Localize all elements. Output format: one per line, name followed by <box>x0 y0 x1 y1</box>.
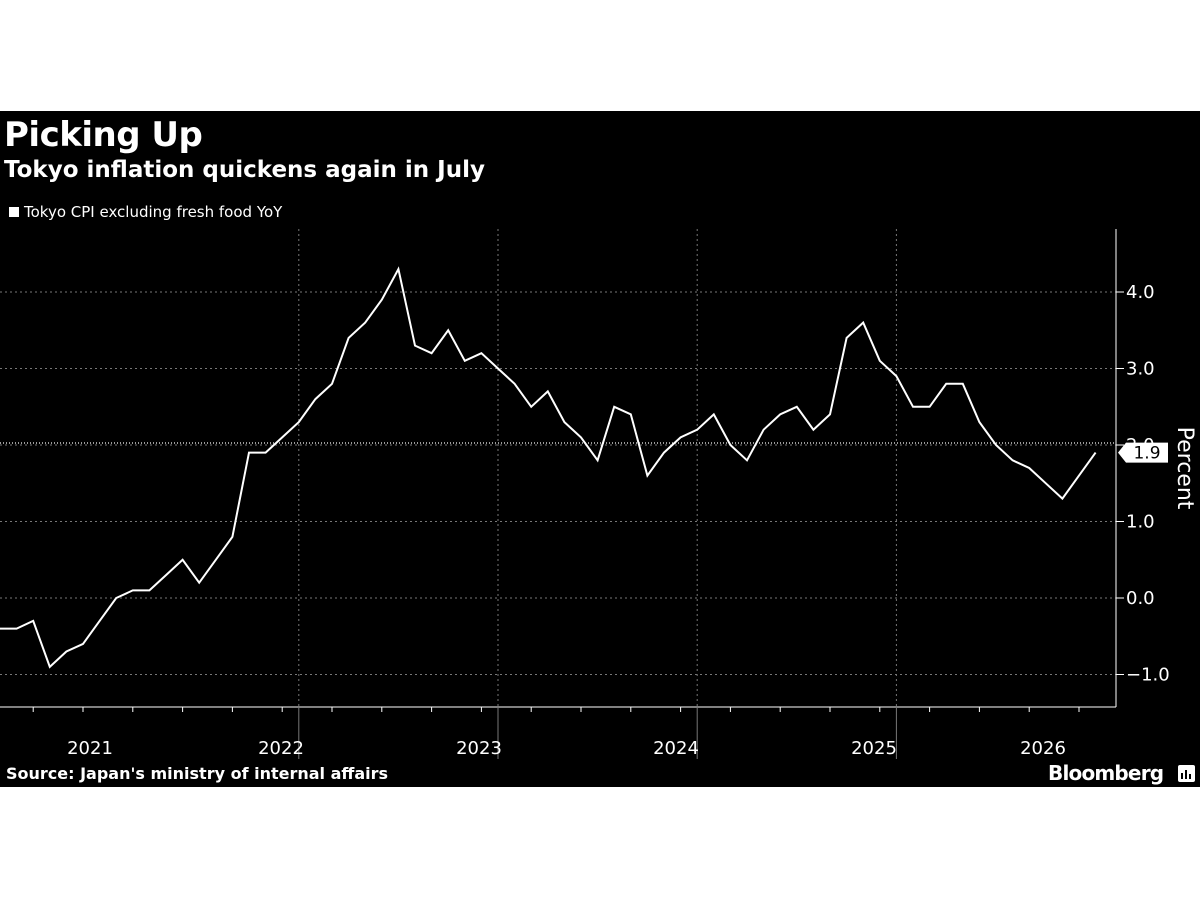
x-tick-label: 2025 <box>851 738 897 759</box>
last-value-callout <box>1118 442 1168 463</box>
y-tick-label: 1.0 <box>1126 512 1155 533</box>
chart-card: Picking Up Tokyo inflation quickens agai… <box>0 111 1200 787</box>
y-tick-label: −1.0 <box>1126 665 1170 686</box>
x-tick-label: 2024 <box>653 738 699 759</box>
legend: Tokyo CPI excluding fresh food YoY <box>9 203 282 221</box>
x-tick-label: 2026 <box>1020 738 1066 759</box>
line-chart: −1.00.01.02.03.04.0202120222023202420252… <box>0 229 1197 759</box>
legend-label: Tokyo CPI excluding fresh food YoY <box>24 203 283 221</box>
y-tick-label: 0.0 <box>1126 588 1155 609</box>
series-line <box>0 266 1097 669</box>
chart-subtitle: Tokyo inflation quickens again in July <box>4 157 485 183</box>
x-tick-label: 2022 <box>258 738 304 759</box>
legend-swatch <box>9 207 19 217</box>
y-tick-label: 4.0 <box>1126 282 1155 303</box>
brand-logo: Bloomberg <box>1048 761 1164 785</box>
y-tick-label: 3.0 <box>1126 359 1155 380</box>
chart-title: Picking Up <box>4 115 203 155</box>
x-tick-label: 2021 <box>67 738 113 759</box>
bloomberg-chart-icon <box>1178 765 1195 782</box>
source-note: Source: Japan's ministry of internal aff… <box>6 764 389 783</box>
x-tick-label: 2023 <box>456 738 502 759</box>
last-value-label: 1.9 <box>1133 444 1160 464</box>
y-axis-title: Percent <box>1172 427 1197 510</box>
